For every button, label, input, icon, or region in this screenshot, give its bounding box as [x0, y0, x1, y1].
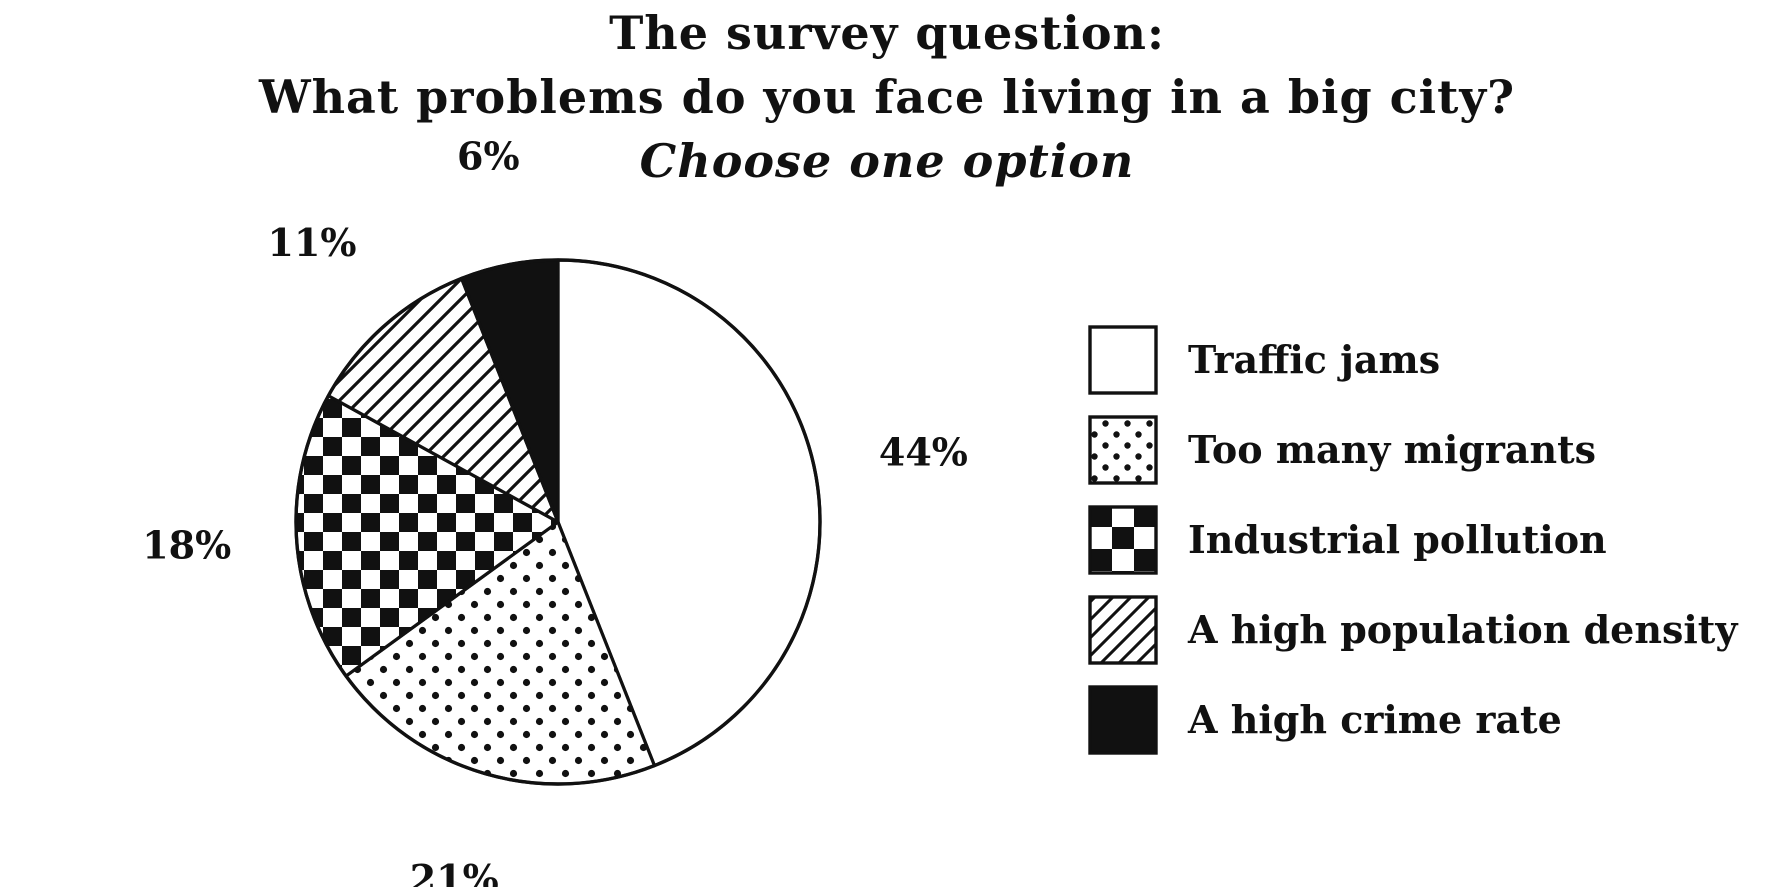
legend-label-a-high-population-density: A high population density: [1187, 607, 1738, 652]
legend-swatch-a-high-crime-rate: [1088, 685, 1158, 755]
legend-item-industrial-pollution: Industrial pollution: [1088, 505, 1607, 575]
chart-subtitle: Choose one option: [639, 134, 1135, 188]
legend-item-too-many-migrants: Too many migrants: [1088, 415, 1596, 485]
slice-label-traffic-jams: 44%: [879, 429, 968, 474]
legend-item-a-high-crime-rate: A high crime rate: [1088, 685, 1562, 755]
legend-label-traffic-jams: Traffic jams: [1188, 337, 1440, 382]
pie-outline: [294, 258, 822, 786]
legend-label-too-many-migrants: Too many migrants: [1188, 427, 1596, 472]
legend-swatch-too-many-migrants: [1088, 415, 1158, 485]
legend-swatch-traffic-jams: [1088, 325, 1158, 395]
legend-item-a-high-population-density: A high population density: [1088, 595, 1738, 665]
legend-label-a-high-crime-rate: A high crime rate: [1187, 697, 1562, 742]
legend-swatch-a-high-population-density: [1088, 595, 1158, 665]
legend-item-traffic-jams: Traffic jams: [1088, 325, 1440, 395]
slice-label-industrial-pollution: 18%: [142, 522, 231, 567]
legend-swatch-industrial-pollution: [1088, 505, 1158, 575]
chart-title-line-1: The survey question:: [609, 6, 1165, 60]
slice-label-a-high-crime-rate: 6%: [457, 134, 520, 179]
legend-label-industrial-pollution: Industrial pollution: [1188, 517, 1607, 562]
slice-label-a-high-population-density: 11%: [268, 220, 357, 265]
chart-title-line-2: What problems do you face living in a bi…: [258, 70, 1516, 124]
slice-label-too-many-migrants: 21%: [410, 856, 499, 887]
legend: Traffic jams Too many migrants Industrial …: [1088, 325, 1738, 755]
